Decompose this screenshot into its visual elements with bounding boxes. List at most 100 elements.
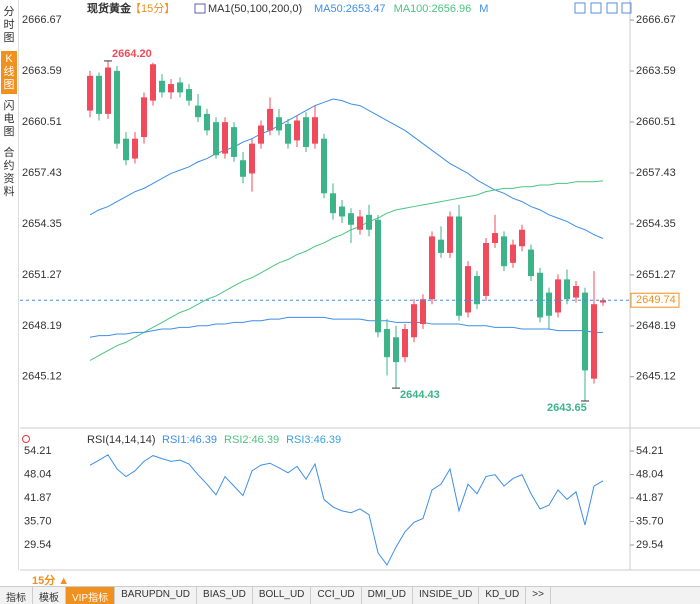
title: 现货黄金 [87, 1, 132, 15]
settings-icon[interactable] [22, 435, 30, 443]
candle-body [321, 138, 327, 194]
y-tick-label: 2660.51 [22, 116, 62, 128]
candle-body [339, 206, 345, 217]
y-tick-label: 2651.27 [22, 269, 62, 281]
candle-body [132, 138, 138, 159]
indicator-tab[interactable]: VIP指标 [66, 587, 116, 604]
annotation: 2664.20 [112, 48, 152, 60]
y-tick-label: 2663.59 [22, 65, 62, 77]
rsi-line [89, 454, 604, 566]
candle-body [375, 219, 381, 333]
chart: 2666.67 2666.67 2663.59 2663.59 2660.51 2660.… [20, 0, 700, 571]
candle-body [564, 279, 570, 300]
annotation: 2644.43 [400, 389, 440, 401]
candle-body [87, 75, 93, 111]
legend-entry: RSI1:46.39 [162, 434, 217, 446]
candle-body [240, 160, 246, 177]
y-tick-label: 2666.67 [636, 14, 676, 26]
side-tab[interactable]: 闪电图 [3, 100, 15, 138]
candle-body [393, 337, 399, 363]
ma-line [89, 98, 604, 239]
candle-body [546, 292, 552, 316]
candle-body [411, 304, 417, 338]
period-button[interactable]: 15分 ▲ [32, 575, 70, 587]
candle-body [258, 125, 264, 144]
y-tick-label: 29.54 [636, 539, 664, 551]
y-tick-label: 2654.35 [636, 218, 676, 230]
y-tick-label: 54.21 [24, 445, 52, 457]
indicator-tab[interactable]: BIAS_UD [197, 587, 253, 604]
candle-body [303, 117, 309, 147]
candle-body [357, 216, 363, 230]
y-tick-label: 2663.59 [636, 65, 676, 77]
candle-body [366, 214, 372, 230]
legend-entry: RSI2:46.39 [224, 434, 279, 446]
indicator-tab[interactable]: 模板 [33, 587, 66, 604]
candle-body [276, 117, 282, 131]
indicator-title: RSI(14,14,14) [87, 434, 155, 446]
candle-body [177, 82, 183, 93]
indicator-tab[interactable]: DMI_UD [362, 587, 413, 604]
y-tick-label: 2645.12 [22, 371, 62, 383]
side-tab[interactable]: 分时图 [3, 6, 15, 44]
candle-body [204, 113, 210, 131]
candle-body [465, 266, 471, 313]
candle-body [294, 120, 300, 141]
legend-entry: MA50:2653.47 [314, 3, 386, 15]
candle-body [402, 329, 408, 358]
indicator-tab[interactable]: BARUPDN_UD [115, 587, 198, 604]
candle-body [222, 122, 228, 154]
candle-body [249, 143, 255, 174]
candle-body [429, 236, 435, 300]
y-tick-label: 35.70 [24, 515, 52, 527]
indicator-tab[interactable]: 指标 [0, 587, 33, 604]
ma-line [89, 180, 604, 361]
indicator-tab[interactable]: CCI_UD [311, 587, 362, 604]
legend-entry: RSI3:46.39 [286, 434, 341, 446]
indicator: MA1(50,100,200,0) [208, 3, 302, 15]
candle-body [420, 299, 426, 325]
side-tab[interactable]: 合约资料 [3, 147, 15, 198]
y-tick-label: 2657.43 [22, 167, 62, 179]
candle-body [438, 239, 444, 253]
candle-body [573, 285, 579, 298]
period: 【15分】 [130, 2, 175, 15]
candle-body [105, 67, 111, 114]
candle-body [600, 300, 606, 303]
legend-entry: M [479, 3, 488, 15]
y-tick-label: 41.87 [24, 492, 52, 504]
y-tick-label: 2654.35 [22, 218, 62, 230]
y-tick-label: 54.21 [636, 445, 664, 457]
candle-body [285, 123, 291, 144]
y-tick-label: 48.04 [24, 468, 52, 480]
y-tick-label: 2645.12 [636, 371, 676, 383]
candle-body [582, 292, 588, 371]
candle-body [591, 304, 597, 379]
y-tick-label: 2666.67 [22, 14, 62, 26]
last-price-label: 2649.74 [636, 294, 676, 306]
y-tick-label: 48.04 [636, 468, 664, 480]
ma-line [89, 316, 603, 338]
candle-body [195, 105, 201, 118]
indicator-tab[interactable]: >> [526, 587, 551, 604]
y-tick-label: 41.87 [636, 492, 664, 504]
y-tick-label: 2651.27 [636, 269, 676, 281]
side-tab[interactable]: K线图 [1, 51, 17, 94]
candle-body [114, 70, 120, 144]
y-tick-label: 2648.19 [22, 320, 62, 332]
toolbar[interactable] [574, 2, 632, 14]
candle-body [186, 89, 192, 101]
candle-body [150, 64, 156, 101]
candle-body [456, 216, 462, 316]
candle-body [537, 272, 543, 318]
candle-body [555, 279, 561, 313]
indicator-tab[interactable]: BOLL_UD [253, 587, 312, 604]
y-tick-label: 2648.19 [636, 320, 676, 332]
candle-body [213, 122, 219, 156]
indicator-tab[interactable]: KD_UD [479, 587, 527, 604]
last-price-box [630, 292, 680, 308]
candle-body [501, 236, 507, 267]
y-tick-label: 2657.43 [636, 167, 676, 179]
indicator-tab[interactable]: INSIDE_UD [413, 587, 480, 604]
